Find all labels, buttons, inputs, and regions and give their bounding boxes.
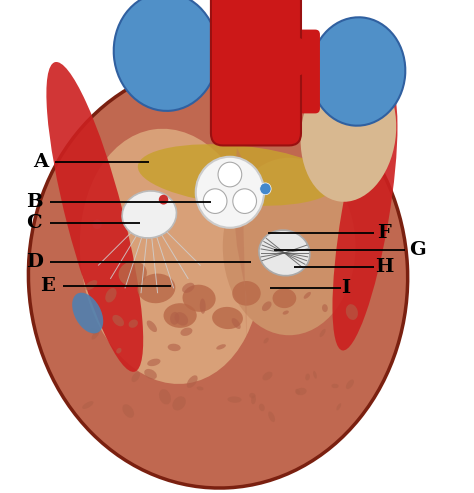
Text: C: C xyxy=(27,214,42,232)
Ellipse shape xyxy=(283,311,289,315)
Ellipse shape xyxy=(216,344,226,350)
Ellipse shape xyxy=(259,230,310,276)
Ellipse shape xyxy=(173,396,186,411)
Ellipse shape xyxy=(263,372,273,381)
Ellipse shape xyxy=(251,395,256,404)
Ellipse shape xyxy=(170,312,179,325)
FancyBboxPatch shape xyxy=(211,0,301,145)
Ellipse shape xyxy=(331,384,338,388)
Circle shape xyxy=(260,183,271,195)
Ellipse shape xyxy=(322,304,328,312)
Ellipse shape xyxy=(319,329,326,337)
Ellipse shape xyxy=(168,344,181,351)
Text: G: G xyxy=(409,241,426,259)
Text: D: D xyxy=(26,253,43,271)
Ellipse shape xyxy=(295,389,300,394)
Ellipse shape xyxy=(249,35,315,79)
Circle shape xyxy=(159,195,168,205)
Ellipse shape xyxy=(112,315,124,326)
Ellipse shape xyxy=(131,372,140,382)
Ellipse shape xyxy=(46,62,143,372)
Polygon shape xyxy=(232,148,246,345)
Ellipse shape xyxy=(332,83,398,351)
Ellipse shape xyxy=(85,280,97,290)
Ellipse shape xyxy=(232,281,261,306)
Ellipse shape xyxy=(72,293,103,333)
Ellipse shape xyxy=(181,327,192,336)
Ellipse shape xyxy=(228,396,242,403)
Ellipse shape xyxy=(223,158,356,335)
Ellipse shape xyxy=(82,401,93,409)
Ellipse shape xyxy=(259,404,265,411)
Ellipse shape xyxy=(273,288,296,308)
Ellipse shape xyxy=(249,393,255,398)
Ellipse shape xyxy=(182,282,194,293)
Ellipse shape xyxy=(138,144,336,206)
Ellipse shape xyxy=(262,301,272,311)
Ellipse shape xyxy=(310,17,405,126)
Ellipse shape xyxy=(147,358,161,366)
Text: I: I xyxy=(341,280,351,297)
Ellipse shape xyxy=(264,338,269,344)
Ellipse shape xyxy=(164,303,197,328)
Ellipse shape xyxy=(80,129,262,384)
Ellipse shape xyxy=(116,348,121,353)
Ellipse shape xyxy=(114,0,218,111)
Ellipse shape xyxy=(304,292,311,299)
Ellipse shape xyxy=(118,261,147,286)
Ellipse shape xyxy=(91,330,100,340)
Text: B: B xyxy=(26,193,43,211)
Ellipse shape xyxy=(346,380,354,389)
Ellipse shape xyxy=(212,307,243,329)
Ellipse shape xyxy=(337,403,341,410)
Ellipse shape xyxy=(128,319,138,328)
Ellipse shape xyxy=(203,189,227,213)
Ellipse shape xyxy=(122,191,176,238)
Ellipse shape xyxy=(174,312,188,325)
Ellipse shape xyxy=(147,320,157,332)
Ellipse shape xyxy=(218,162,242,187)
Ellipse shape xyxy=(197,387,203,390)
Circle shape xyxy=(196,157,264,228)
Ellipse shape xyxy=(182,284,216,312)
Ellipse shape xyxy=(313,371,317,379)
Ellipse shape xyxy=(137,274,175,303)
Ellipse shape xyxy=(346,304,358,320)
Ellipse shape xyxy=(159,389,171,404)
Circle shape xyxy=(92,219,102,229)
Ellipse shape xyxy=(28,64,408,488)
FancyBboxPatch shape xyxy=(287,30,320,113)
Ellipse shape xyxy=(305,374,310,381)
Ellipse shape xyxy=(301,65,396,202)
Ellipse shape xyxy=(144,369,157,379)
Text: E: E xyxy=(40,277,55,295)
Ellipse shape xyxy=(296,388,307,395)
Ellipse shape xyxy=(90,328,98,334)
Ellipse shape xyxy=(200,298,206,314)
Ellipse shape xyxy=(233,189,256,213)
Ellipse shape xyxy=(232,318,241,329)
Text: F: F xyxy=(377,224,391,242)
Ellipse shape xyxy=(187,375,198,388)
Text: H: H xyxy=(375,258,393,276)
Text: A: A xyxy=(33,153,48,171)
Ellipse shape xyxy=(268,412,275,422)
Ellipse shape xyxy=(105,288,117,303)
Ellipse shape xyxy=(122,404,134,418)
